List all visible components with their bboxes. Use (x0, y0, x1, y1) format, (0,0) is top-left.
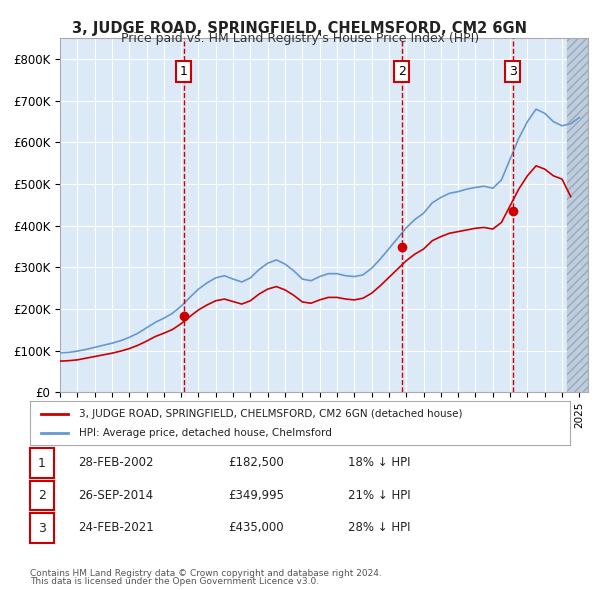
Text: 26-SEP-2014: 26-SEP-2014 (78, 489, 153, 502)
Text: 21% ↓ HPI: 21% ↓ HPI (348, 489, 410, 502)
Text: 2: 2 (398, 65, 406, 78)
Text: £435,000: £435,000 (228, 521, 284, 535)
Text: £349,995: £349,995 (228, 489, 284, 502)
Text: Contains HM Land Registry data © Crown copyright and database right 2024.: Contains HM Land Registry data © Crown c… (30, 569, 382, 578)
Text: 3, JUDGE ROAD, SPRINGFIELD, CHELMSFORD, CM2 6GN: 3, JUDGE ROAD, SPRINGFIELD, CHELMSFORD, … (73, 21, 527, 35)
Text: 1: 1 (38, 457, 46, 470)
Text: 28% ↓ HPI: 28% ↓ HPI (348, 521, 410, 535)
Text: 3: 3 (509, 65, 517, 78)
Text: 1: 1 (180, 65, 188, 78)
Text: 28-FEB-2002: 28-FEB-2002 (78, 456, 154, 470)
Text: HPI: Average price, detached house, Chelmsford: HPI: Average price, detached house, Chel… (79, 428, 331, 438)
Text: 3, JUDGE ROAD, SPRINGFIELD, CHELMSFORD, CM2 6GN (detached house): 3, JUDGE ROAD, SPRINGFIELD, CHELMSFORD, … (79, 409, 462, 418)
Text: 2: 2 (38, 489, 46, 502)
Text: 3: 3 (38, 522, 46, 535)
Text: 24-FEB-2021: 24-FEB-2021 (78, 521, 154, 535)
Bar (567, 38, 588, 392)
Text: 18% ↓ HPI: 18% ↓ HPI (348, 456, 410, 470)
Text: Price paid vs. HM Land Registry's House Price Index (HPI): Price paid vs. HM Land Registry's House … (121, 32, 479, 45)
Text: This data is licensed under the Open Government Licence v3.0.: This data is licensed under the Open Gov… (30, 578, 319, 586)
Text: £182,500: £182,500 (228, 456, 284, 470)
Bar (567, 38, 588, 392)
